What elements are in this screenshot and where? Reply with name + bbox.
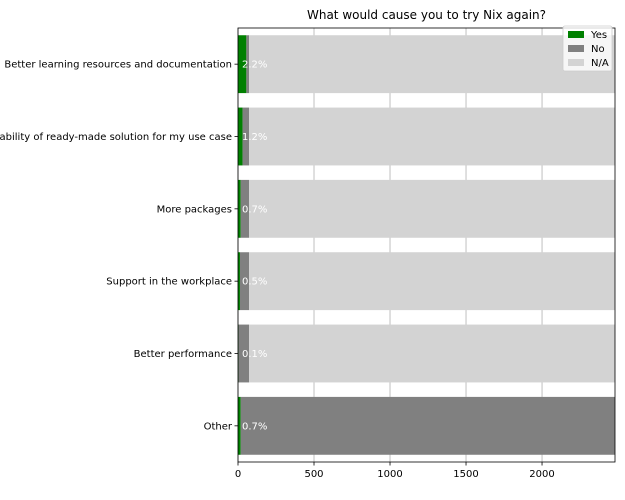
bar-yes [238,35,247,94]
bar-n-a [249,179,616,238]
legend-swatch [568,45,584,52]
bar-no [239,252,250,311]
legend-label: N/A [591,58,609,69]
data-label: 1.2% [242,132,267,143]
y-tick-label: Support in the workplace [106,277,232,288]
bar-yes [238,179,241,238]
legend-swatch [568,31,584,38]
y-axis: Better learning resources and documentat… [0,60,238,432]
x-tick-label: 0 [235,469,241,480]
bar-no [240,396,615,455]
chart-title: What would cause you to try Nix again? [307,8,546,22]
y-tick-label: Better learning resources and documentat… [4,60,232,71]
bar-no [240,179,250,238]
bar-yes [238,396,241,455]
legend-label: No [591,44,605,55]
x-tick-label: 1500 [453,469,478,480]
bar-n-a [249,252,616,311]
data-label: 0.7% [242,421,267,432]
y-tick-label: More packages [157,204,232,215]
bar-no [242,107,250,166]
bar-yes [238,252,240,311]
axes-frame [237,27,616,463]
bars [238,35,616,455]
bar-n-a [249,35,616,94]
bar-n-a [249,107,616,166]
bar-no [238,324,250,383]
data-label: 0.5% [242,277,267,288]
legend-label: Yes [590,30,607,41]
x-tick-label: 500 [304,469,323,480]
bar-yes [238,107,243,166]
x-axis: 0 500 1000 1500 2000 [235,462,555,480]
bar-no [246,35,250,94]
y-tick-label: Availability of ready-made solution for … [0,132,232,143]
legend-swatch [568,59,584,66]
legend: Yes No N/A [562,25,613,72]
data-label: 0.7% [242,204,267,215]
y-tick-label: Better performance [134,349,232,360]
y-tick-label: Other [204,421,233,432]
data-labels: 2.2% 1.2% 0.7% 0.5% 0.1% 0.7% [242,60,267,433]
data-label: 2.2% [242,60,267,71]
bar-n-a [249,324,616,383]
x-tick-label: 1000 [377,469,402,480]
x-tick-label: 2000 [529,469,554,480]
data-label: 0.1% [242,349,267,360]
